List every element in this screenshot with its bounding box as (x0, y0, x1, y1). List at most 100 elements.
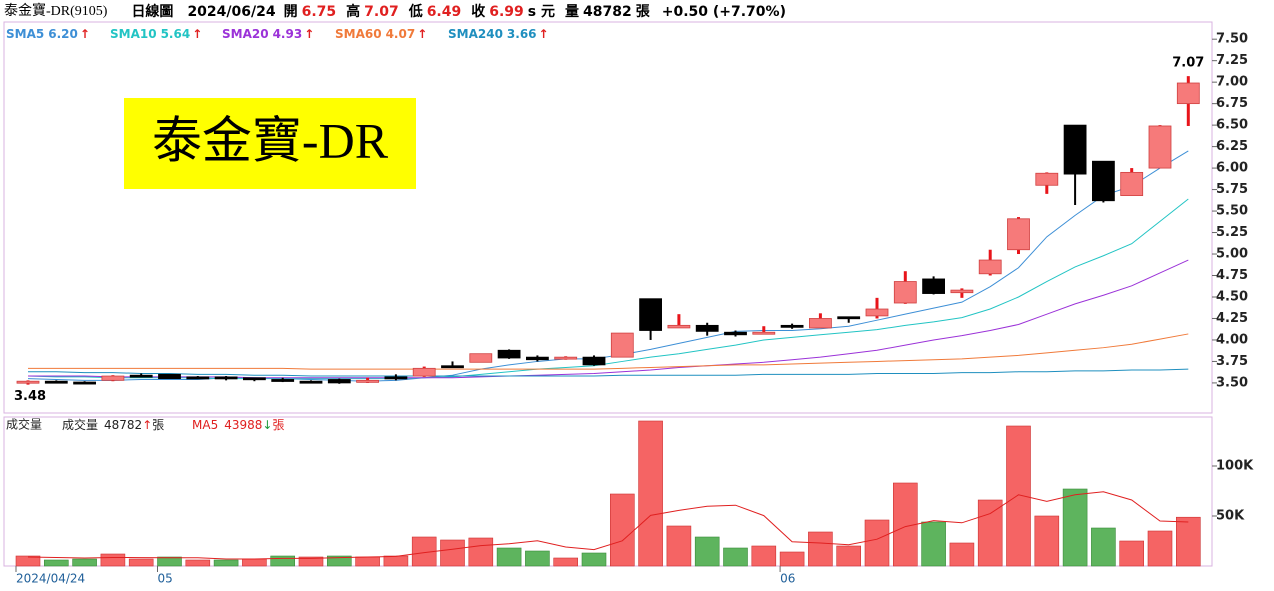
legend-name: SMA20 (222, 27, 269, 41)
volume-bar (977, 499, 1003, 567)
volume-bar (1176, 516, 1201, 567)
candle-body (865, 308, 889, 317)
volume-bar (1119, 540, 1144, 567)
volume-header: 成交量 48782↑張 (62, 417, 164, 432)
volume-bar (157, 556, 182, 567)
ma-unit: 張 (272, 418, 284, 432)
candle-body (780, 324, 804, 328)
low-label: 低 (408, 3, 423, 20)
candle-body (441, 365, 464, 369)
candle-body (299, 380, 323, 384)
header: 泰金寶-DR(9105) 日線圖 2024/06/24 開 6.75 高 7.07 低 6.49… (4, 3, 786, 20)
candle-body (1092, 160, 1115, 202)
candle-body (809, 318, 832, 329)
ma-header: MA5 43988↓張 (192, 418, 284, 432)
candle-body (922, 278, 945, 294)
legend-name: SMA5 (6, 27, 44, 41)
volume-bar (525, 550, 550, 567)
volume-bar (553, 557, 579, 567)
volume-bar (779, 551, 805, 567)
candle-body (1007, 218, 1030, 251)
legend-name: SMA240 (448, 27, 503, 41)
y-tick-label: 5.25 (1216, 225, 1248, 240)
y-tick-label: 5.00 (1216, 247, 1248, 262)
legend-trend: ↑ (192, 27, 202, 41)
ma-trend: ↓ (262, 418, 272, 432)
y-tick-label: 7.00 (1216, 75, 1248, 90)
volume-bar (468, 537, 494, 567)
y-tick-label: 100K (1216, 459, 1254, 474)
candle-body (1176, 82, 1200, 105)
legend-trend: ↑ (539, 27, 549, 41)
y-tick-label: 4.25 (1216, 311, 1248, 326)
y-tick-label: 7.25 (1216, 53, 1248, 68)
volume-bar (100, 553, 126, 567)
banner-text: 泰金寶-DR (152, 112, 389, 168)
legend-entry: SMA5 6.20 ↑ (6, 27, 90, 41)
stock-title: 泰金寶-DR(9105) (4, 3, 108, 19)
volume-label: 成交量 (62, 417, 98, 432)
ma-name: MA5 (192, 418, 218, 432)
volume-bar (298, 556, 324, 567)
volume-bar (270, 555, 296, 567)
high-label: 高 (346, 3, 360, 20)
low-value: 6.49 (427, 4, 462, 20)
low-annotation: 3.48 (14, 389, 46, 404)
legend-name: SMA60 (335, 27, 382, 41)
volume-bar (242, 558, 267, 567)
candle-body (639, 298, 662, 331)
volume-bar (949, 542, 975, 567)
volume-last: 48782 (104, 418, 142, 432)
volume-bar (1034, 515, 1060, 567)
candle-body (610, 332, 634, 358)
candle-body (695, 324, 719, 332)
candle-body (412, 367, 436, 377)
candle-body (1148, 125, 1172, 169)
sma-line (28, 333, 1189, 370)
legend-trend: ↑ (304, 27, 314, 41)
candle-body (73, 381, 96, 385)
volume-bar (355, 556, 380, 567)
volume-bar (213, 559, 239, 567)
open-label: 開 (284, 4, 298, 20)
legend-trend: ↑ (417, 27, 427, 41)
candle-body (837, 316, 861, 320)
candle-body (129, 374, 153, 378)
candle-body (1063, 124, 1087, 175)
candle-body (327, 379, 351, 384)
volume-bar (496, 547, 522, 567)
candle-body (242, 377, 266, 381)
volume-bar (1062, 488, 1088, 567)
date: 2024/06/24 (187, 4, 275, 20)
volume-bar (440, 539, 465, 567)
legend-entry: SMA20 4.93 ↑ (222, 27, 314, 41)
y-tick-label: 5.50 (1216, 204, 1248, 219)
volume-trend: ↑ (142, 418, 152, 432)
ma-last: 43988 (224, 418, 262, 432)
candle-body (186, 376, 210, 380)
legend-entry: SMA10 5.64 ↑ (110, 27, 202, 41)
change: +0.50 (+7.70%) (662, 4, 786, 20)
y-tick-label: 3.50 (1216, 375, 1248, 390)
volume-label: 量 (565, 4, 579, 20)
volume-bar (1091, 527, 1116, 567)
candle-body (667, 324, 691, 329)
volume-bar (864, 519, 890, 567)
x-tick-label: 2024/04/24 (16, 572, 85, 586)
candle-body (44, 380, 68, 384)
y-tick-label: 4.50 (1216, 289, 1248, 304)
volume-bar (751, 545, 777, 567)
candle-body (978, 259, 1002, 275)
legend-entry: SMA60 4.07 ↑ (335, 27, 427, 41)
volume-bar (836, 545, 862, 567)
y-tick-label: 6.25 (1216, 139, 1248, 154)
volume-bar (15, 555, 41, 567)
legend-value: 5.64 (161, 27, 191, 41)
volume-bar (666, 525, 692, 567)
y-tick-label: 6.75 (1216, 96, 1248, 111)
volume-unit: 張 (152, 418, 164, 432)
candle-body (271, 379, 295, 382)
candle-body (752, 331, 776, 335)
candle-body (950, 289, 974, 294)
volume-bar (326, 555, 352, 567)
